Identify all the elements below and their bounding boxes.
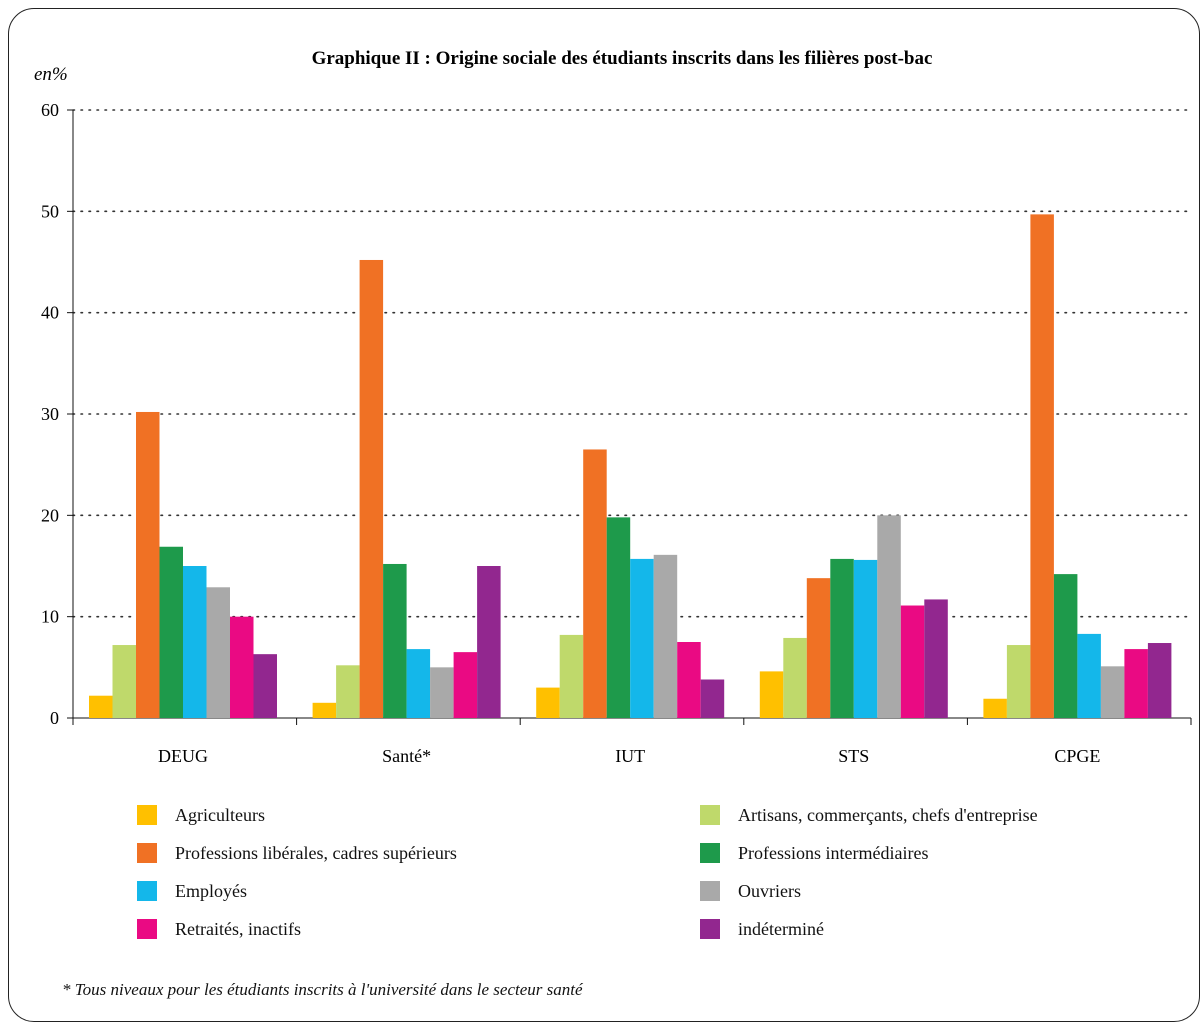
y-tick-label: 30 [41, 404, 59, 424]
bar [1053, 574, 1078, 718]
bar [759, 671, 784, 718]
bar [1030, 214, 1054, 718]
legend-swatch [700, 843, 720, 863]
bar [606, 517, 631, 718]
legend-item: Retraités, inactifs [137, 917, 301, 941]
bar [536, 687, 560, 718]
bar [406, 649, 431, 718]
axis-labels: 0 10 20 30 40 50 60 DEUG Santé* IUT STS CPGE [41, 100, 1100, 766]
bar [383, 563, 407, 718]
bar [1006, 645, 1031, 718]
bar [853, 559, 878, 718]
bar [559, 634, 584, 718]
legend-item: Professions libérales, cadres supérieurs [137, 841, 457, 865]
x-category-label: CPGE [1054, 746, 1100, 766]
gridlines [72, 109, 1192, 618]
legend-swatch [137, 919, 157, 939]
legend-label: Retraités, inactifs [175, 918, 301, 939]
bar [430, 667, 454, 718]
bar [877, 515, 901, 718]
bar [1124, 649, 1148, 718]
bar [253, 654, 277, 718]
bar [1100, 666, 1125, 718]
y-tick-label: 20 [41, 505, 59, 525]
legend-item: Professions intermédiaires [700, 841, 928, 865]
legend-label: indéterminé [738, 918, 824, 939]
y-tick-label: 10 [41, 607, 59, 627]
x-category-label: STS [838, 746, 869, 766]
bar [924, 599, 948, 718]
chart-title: Graphique II : Origine sociale des étudi… [312, 48, 933, 69]
legend-swatch [137, 805, 157, 825]
x-category-label: Santé* [382, 746, 431, 766]
x-category-label: DEUG [158, 746, 208, 766]
bar [677, 642, 701, 718]
bar [230, 616, 254, 718]
y-tick-label: 50 [41, 201, 59, 221]
legend-label: Ouvriers [738, 880, 801, 901]
y-tick-label: 40 [41, 303, 59, 323]
bar [359, 259, 384, 718]
legend-label: Employés [175, 880, 247, 901]
chart-frame [8, 8, 1200, 1022]
legend-swatch [137, 881, 157, 901]
legend-label: Professions libérales, cadres supérieurs [175, 842, 457, 863]
bar [453, 652, 478, 718]
y-tick-label: 60 [41, 100, 59, 120]
legend-swatch [700, 881, 720, 901]
bar [806, 578, 831, 718]
legend-label: Agriculteurs [175, 804, 265, 825]
legend-swatch [700, 919, 720, 939]
legend-swatch [700, 805, 720, 825]
bar [783, 637, 807, 718]
x-category-label: IUT [615, 746, 645, 766]
bar [112, 645, 136, 718]
bar [183, 566, 207, 718]
y-axis-unit-label: en% [34, 64, 68, 85]
legend-item: Employés [137, 879, 247, 903]
bar [583, 449, 607, 718]
legend-swatch [137, 843, 157, 863]
bar [477, 566, 501, 718]
footnote: * Tous niveaux pour les étudiants inscri… [62, 980, 583, 999]
bar [136, 411, 160, 718]
legend-item: indéterminé [700, 917, 824, 941]
bar [700, 679, 725, 718]
bar [653, 554, 678, 718]
bar [159, 546, 183, 718]
bar [900, 605, 925, 718]
y-tick-label: 0 [50, 708, 59, 728]
bar [206, 587, 230, 718]
legend-label: Artisans, commerçants, chefs d'entrepris… [738, 804, 1038, 825]
bar [630, 558, 654, 718]
bar [830, 558, 854, 718]
legend-item: Artisans, commerçants, chefs d'entrepris… [700, 803, 1038, 827]
bar [1147, 643, 1172, 718]
bar [336, 665, 360, 718]
bar [312, 702, 337, 718]
bar [89, 695, 113, 718]
legend-item: Agriculteurs [137, 803, 265, 827]
legend-label: Professions intermédiaires [738, 842, 929, 863]
bar [983, 698, 1007, 718]
bar [1077, 633, 1101, 718]
legend-item: Ouvriers [700, 879, 801, 903]
bars [89, 214, 1172, 718]
